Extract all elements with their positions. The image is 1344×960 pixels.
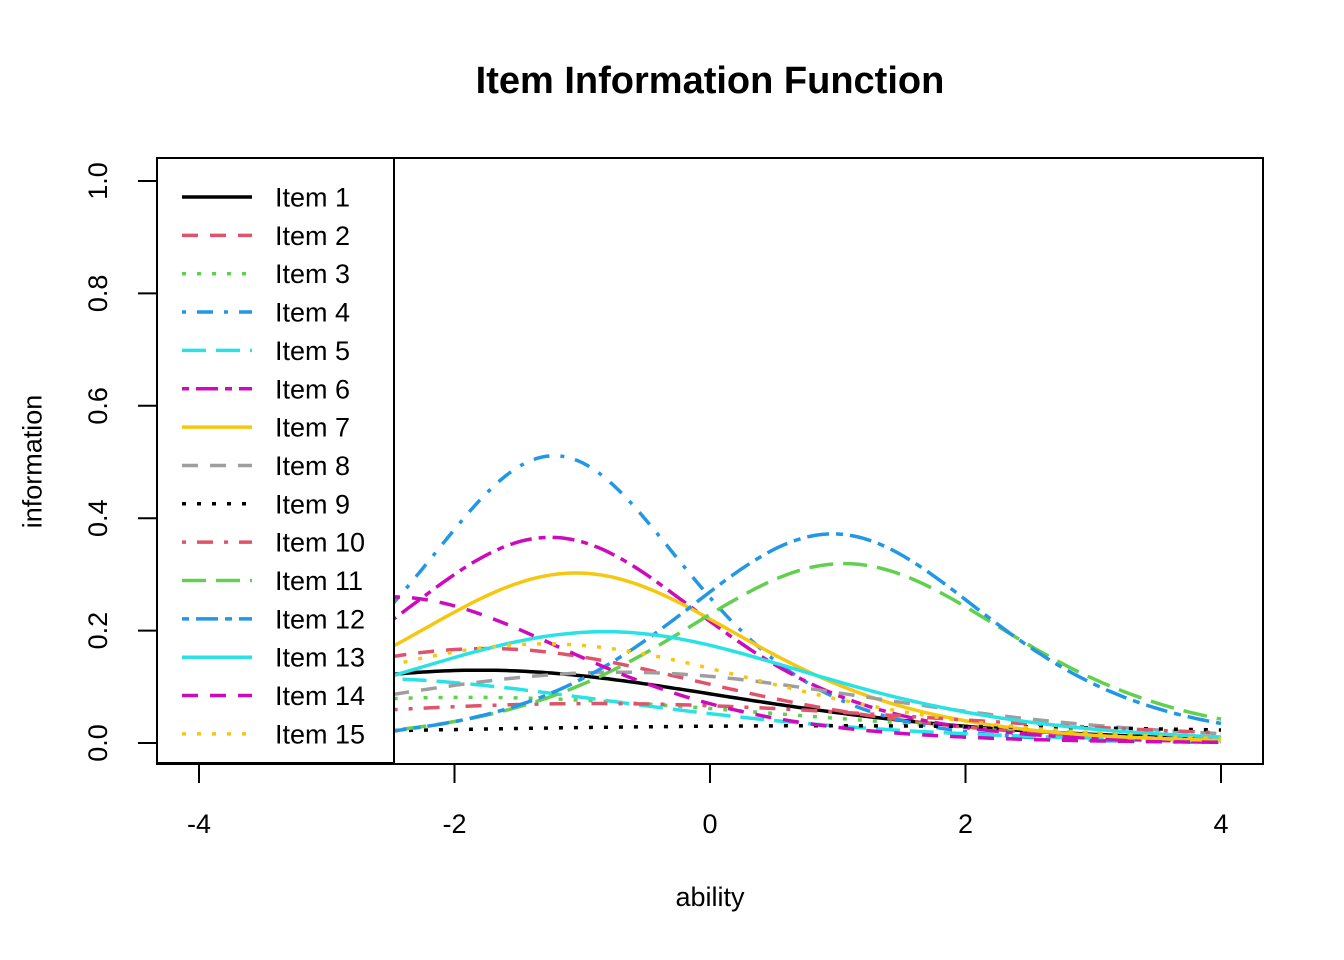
legend-label: Item 14 bbox=[275, 681, 365, 711]
legend-label: Item 13 bbox=[275, 643, 365, 673]
curve-item-3 bbox=[198, 695, 1222, 739]
legend-label: Item 6 bbox=[275, 374, 350, 404]
legend-label: Item 12 bbox=[275, 604, 365, 634]
x-tick-label: 4 bbox=[1213, 809, 1228, 839]
x-tick-label: -2 bbox=[442, 809, 466, 839]
y-tick-label: 0.8 bbox=[83, 275, 113, 313]
y-tick-label: 0.0 bbox=[83, 724, 113, 762]
curve-item-9 bbox=[198, 724, 1222, 736]
x-axis-label: ability bbox=[675, 882, 745, 912]
chart-title: Item Information Function bbox=[475, 60, 945, 102]
legend-label: Item 2 bbox=[275, 221, 350, 251]
legend-label: Item 9 bbox=[275, 489, 350, 519]
legend-label: Item 8 bbox=[275, 451, 350, 481]
y-tick-label: 1.0 bbox=[83, 162, 113, 200]
y-tick-label: 0.2 bbox=[83, 612, 113, 650]
y-tick-label: 0.4 bbox=[83, 499, 113, 537]
x-tick-label: 0 bbox=[702, 809, 717, 839]
legend-label: Item 15 bbox=[275, 719, 365, 749]
legend-label: Item 10 bbox=[275, 528, 365, 558]
curve-item-12 bbox=[198, 532, 1222, 743]
legend-label: Item 1 bbox=[275, 183, 350, 213]
legend-label: Item 5 bbox=[275, 336, 350, 366]
legend-label: Item 3 bbox=[275, 259, 350, 289]
legend-box bbox=[156, 157, 395, 764]
legend-label: Item 4 bbox=[275, 298, 350, 328]
legend-label: Item 7 bbox=[275, 413, 350, 443]
x-tick-label: 2 bbox=[958, 809, 973, 839]
legend-label: Item 11 bbox=[275, 566, 363, 596]
y-axis-label: information bbox=[17, 394, 48, 529]
y-tick-label: 0.6 bbox=[83, 387, 113, 425]
x-tick-label: -4 bbox=[187, 809, 211, 839]
